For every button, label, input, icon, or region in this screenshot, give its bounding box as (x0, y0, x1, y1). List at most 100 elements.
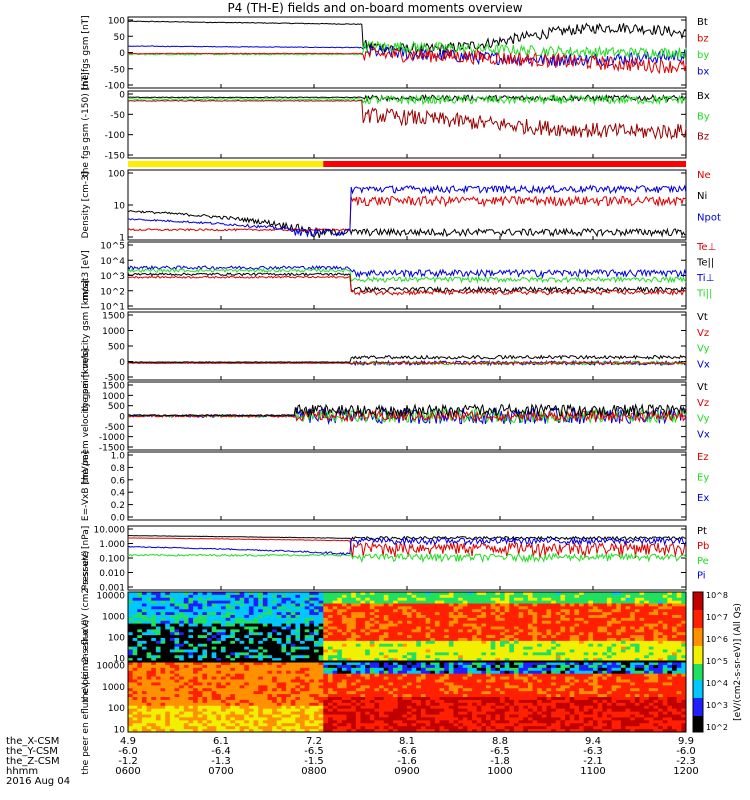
y-tick-label: 0.8 (111, 464, 126, 474)
ephemeris-z: -2.1 (583, 756, 603, 767)
series-tipar (127, 267, 687, 284)
y-tick-label: 10^2 (100, 287, 125, 297)
y-tick-label: 500 (108, 343, 125, 353)
y-tick-label: 0 (119, 358, 125, 368)
y-tick-label: 10 (114, 726, 126, 736)
legend-pe: Pe (697, 556, 709, 567)
ephemeris-time: 0800 (301, 766, 326, 777)
legend-pt: Pt (697, 526, 707, 537)
y-tick-label: 1000 (102, 392, 125, 402)
ephemeris-z: -1.6 (397, 756, 417, 767)
colorbar-tick: 10^3 (706, 701, 728, 710)
series-tepar (127, 272, 687, 294)
y-axis-label: Density [cm-3] (81, 172, 91, 239)
y-tick-label: 10^4 (100, 257, 125, 267)
figure-title: P4 (TH-E) fields and on-board moments ov… (227, 1, 523, 15)
ephemeris-x: 9.4 (585, 736, 601, 747)
y-tick-label: 1500 (102, 312, 125, 322)
series-tiperp (127, 264, 687, 279)
date-label: 2016 Aug 04 (6, 776, 70, 787)
ephemeris-time: 1000 (487, 766, 512, 777)
y-tick-label: 10.000 (94, 526, 126, 536)
y-tick-label: 0.2 (111, 501, 125, 511)
ephemeris-z: -2.3 (676, 756, 696, 767)
legend-bz: Bz (697, 132, 709, 143)
mode-bar-slow (128, 161, 324, 167)
series-ni (127, 209, 686, 239)
series-bx2 (127, 93, 687, 103)
legend-te||: Te|| (696, 258, 714, 269)
ephemeris-z: -1.5 (304, 756, 324, 767)
y-axis-label: the peem velocity gsm [km/s] (81, 349, 91, 484)
colorbar-tick: 10^2 (706, 723, 728, 732)
legend-vx: Vx (697, 429, 710, 440)
colorbar-tick: 10^4 (706, 679, 728, 688)
spectrogram-ions (128, 592, 687, 662)
y-tick-label: 10^3 (100, 272, 125, 282)
y-tick-label: 1.0 (111, 452, 126, 462)
y-tick-label: 0.6 (111, 476, 126, 486)
series-vz (127, 360, 687, 366)
legend-ti⊥: Ti⊥ (696, 273, 714, 284)
ephemeris-x: 4.9 (120, 736, 136, 747)
y-axis-label: Pressure [nPa] (81, 526, 91, 591)
y-tick-label: 0 (119, 49, 125, 59)
y-tick-label: 0.4 (111, 489, 126, 499)
series-ne (127, 195, 687, 232)
y-tick-label: -500 (105, 374, 126, 384)
y-tick-label: 100 (108, 17, 125, 27)
y-tick-label: 1000 (102, 327, 125, 337)
y-axis-label: moat3 [eV] (81, 250, 91, 301)
y-tick-label: 0.001 (99, 584, 125, 594)
series-bt (127, 20, 687, 55)
y-tick-label: 1000 (102, 613, 125, 623)
y-tick-label: 0.0 (111, 514, 126, 524)
series-vt-e (127, 402, 687, 418)
series-pe (127, 552, 687, 564)
legend-by: by (697, 50, 709, 61)
ephemeris-y: -6.4 (211, 746, 231, 757)
legend-vz: Vz (697, 328, 709, 339)
legend-pi: Pi (697, 571, 706, 582)
series-pb (127, 537, 687, 559)
y-tick-label: 100 (108, 170, 125, 180)
legend-npot: Npot (697, 212, 721, 223)
y-tick-label: -100 (105, 82, 126, 92)
heatmap-frame (127, 661, 687, 733)
ephemeris-y: -6.5 (304, 746, 324, 757)
series-teperp (127, 275, 687, 296)
panel-frame-5 (127, 311, 687, 381)
legend-vt: Vt (697, 312, 708, 323)
y-tick-label: 10^1 (100, 303, 125, 313)
mode-bar-fast (323, 161, 686, 167)
ephemeris-y: -6.0 (676, 746, 696, 757)
legend-ex: Ex (697, 493, 709, 504)
y-tick-label: 10000 (96, 662, 125, 672)
series-vy (127, 360, 687, 366)
legend-bx: Bx (697, 91, 710, 102)
legend-pb: Pb (697, 541, 709, 552)
y-tick-label: 1.000 (99, 540, 125, 550)
ephemeris-z: -1.3 (211, 756, 231, 767)
y-axis-label: the peir en eflux eV (cm2-s-sr-eV) (81, 550, 91, 702)
colorbar-tick: 10^7 (706, 613, 728, 622)
colorbar-tick: 10^8 (706, 591, 728, 600)
ephemeris-time: 0600 (115, 766, 140, 777)
ephemeris-label: hhmm (6, 766, 38, 777)
y-tick-label: 500 (108, 402, 125, 412)
y-tick-label: 10 (114, 202, 126, 212)
ephemeris-time: 0900 (394, 766, 419, 777)
legend-by: By (697, 111, 710, 122)
legend-vy: Vy (697, 414, 710, 425)
y-tick-label: 0 (119, 91, 125, 101)
legend-bt: Bt (697, 17, 708, 28)
ephemeris-time: 1100 (580, 766, 605, 777)
legend-vz: Vz (697, 398, 709, 409)
legend-te⊥: Te⊥ (696, 242, 716, 253)
ephemeris-time: 0700 (208, 766, 233, 777)
y-tick-label: -50 (110, 111, 125, 121)
y-tick-label: 1 (119, 234, 125, 244)
legend-ne: Ne (697, 170, 711, 181)
